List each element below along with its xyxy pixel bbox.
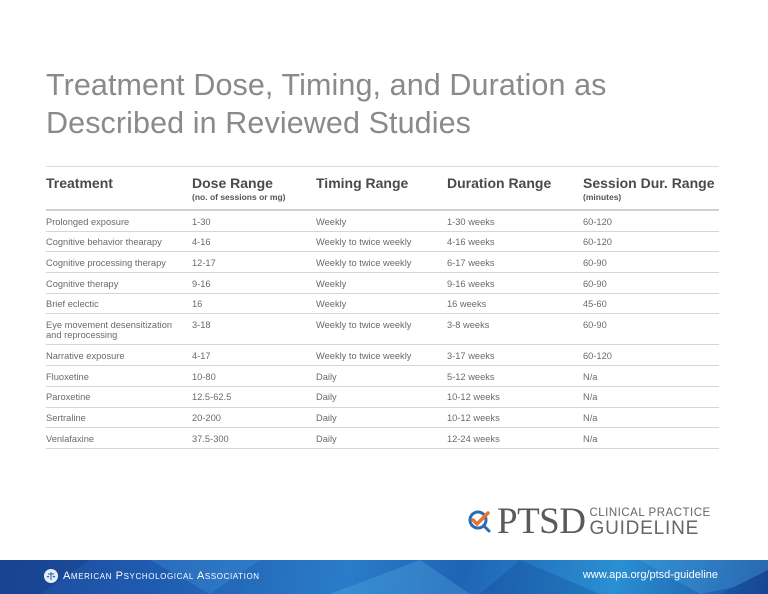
- cell-treatment: Cognitive processing therapy: [46, 257, 166, 268]
- cell-duration: 9-16 weeks: [447, 278, 495, 289]
- table-row: Narrative exposure 4-17 Weekly to twice …: [46, 345, 719, 367]
- cell-treatment: Venlafaxine: [46, 433, 95, 444]
- cell-duration: 3-8 weeks: [447, 319, 490, 330]
- cell-timing: Daily: [316, 392, 337, 403]
- table-row: Paroxetine 12.5-62.5 Daily 10-12 weeks N…: [46, 387, 719, 408]
- page-title: Treatment Dose, Timing, and Duration as …: [46, 66, 686, 142]
- cell-dose: 4-17: [192, 350, 211, 361]
- cell-treatment: Brief eclectic: [46, 299, 99, 310]
- cell-timing: Weekly to twice weekly: [316, 237, 412, 248]
- cell-dose: 37.5-300: [192, 433, 229, 444]
- cell-duration: 16 weeks: [447, 299, 487, 310]
- header-treatment: Treatment: [46, 175, 113, 191]
- cell-treatment: Paroxetine: [46, 392, 91, 403]
- table-row: Sertraline 20-200 Daily 10-12 weeks N/a: [46, 408, 719, 429]
- cell-treatment: Narrative exposure: [46, 350, 125, 361]
- cell-treatment: Cognitive behavior thearapy: [46, 237, 162, 248]
- cell-timing: Weekly: [316, 216, 347, 227]
- table-row: Cognitive processing therapy 12-17 Weekl…: [46, 252, 719, 274]
- cell-duration: 10-12 weeks: [447, 413, 500, 423]
- table-row: Prolonged exposure 1-30 Weekly 1-30 week…: [46, 211, 719, 232]
- header-timing-range: Timing Range: [316, 175, 409, 191]
- cell-dose: 10-80: [192, 371, 216, 382]
- cell-session: 60-90: [583, 257, 607, 268]
- header-session-duration-range: Session Dur. Range (minutes): [583, 175, 715, 202]
- cell-duration: 1-30 weeks: [447, 216, 495, 227]
- table-row: Venlafaxine 37.5-300 Daily 12-24 weeks N…: [46, 428, 719, 449]
- cell-session: N/a: [583, 433, 598, 444]
- table-header-row: Treatment Dose Range (no. of sessions or…: [46, 166, 719, 211]
- guideline-url-link[interactable]: www.apa.org/ptsd-guideline: [582, 569, 718, 581]
- cell-treatment: Eye movement desensitization and reproce…: [46, 319, 173, 341]
- decorative-facets: [0, 560, 768, 594]
- cell-dose: 20-200: [192, 413, 221, 423]
- cell-dose: 3-18: [192, 319, 211, 330]
- cell-session: 60-120: [583, 216, 612, 227]
- cell-session: 60-120: [583, 350, 612, 361]
- cell-timing: Weekly to twice weekly: [316, 257, 412, 268]
- table-row: Cognitive therapy 9-16 Weekly 9-16 weeks…: [46, 273, 719, 294]
- table-row: Eye movement desensitization and reproce…: [46, 314, 719, 346]
- apa-seal-icon: [44, 569, 58, 583]
- cell-duration: 12-24 weeks: [447, 433, 500, 444]
- footer-band: American Psychological Association www.a…: [0, 560, 768, 594]
- cell-treatment: Prolonged exposure: [46, 216, 130, 227]
- cell-timing: Weekly: [316, 299, 347, 310]
- cell-treatment: Cognitive therapy: [46, 278, 119, 289]
- cell-dose: 9-16: [192, 278, 211, 289]
- header-duration-range: Duration Range: [447, 175, 552, 191]
- cell-timing: Weekly to twice weekly: [316, 319, 412, 330]
- title-line-2: Described in Reviewed Studies: [46, 106, 472, 140]
- cell-dose: 16: [192, 299, 203, 310]
- cell-session: N/a: [583, 413, 598, 423]
- cell-timing: Daily: [316, 413, 337, 423]
- cell-dose: 12-17: [192, 257, 216, 268]
- table-row: Fluoxetine 10-80 Daily 5-12 weeks N/a: [46, 366, 719, 387]
- table-row: Cognitive behavior thearapy 4-16 Weekly …: [46, 232, 719, 253]
- logo-clinical-practice-text: CLINICAL PRACTICE: [589, 506, 711, 519]
- cell-treatment: Sertraline: [46, 413, 86, 423]
- cell-timing: Daily: [316, 371, 337, 382]
- cell-session: N/a: [583, 392, 598, 403]
- title-line-1: Treatment Dose, Timing, and Duration as: [46, 68, 607, 102]
- cell-treatment: Fluoxetine: [46, 371, 89, 382]
- apa-name: American Psychological Association: [63, 570, 260, 582]
- header-dose-range: Dose Range (no. of sessions or mg): [192, 175, 286, 202]
- cell-timing: Daily: [316, 433, 337, 444]
- logo-ptsd-text: PTSD: [497, 501, 586, 542]
- ptsd-guideline-logo: PTSD CLINICAL PRACTICE GUIDELINE: [467, 501, 711, 542]
- cell-session: 60-120: [583, 237, 612, 248]
- cell-timing: Weekly: [316, 278, 347, 289]
- cell-session: 45-60: [583, 299, 607, 310]
- cell-duration: 6-17 weeks: [447, 257, 495, 268]
- cell-dose: 12.5-62.5: [192, 392, 232, 403]
- apa-branding: American Psychological Association: [44, 569, 260, 583]
- logo-guideline-text: GUIDELINE: [589, 517, 700, 539]
- cell-dose: 1-30: [192, 216, 211, 227]
- magnifier-check-icon: [468, 510, 491, 533]
- cell-session: 60-90: [583, 278, 607, 289]
- table-row: Brief eclectic 16 Weekly 16 weeks 45-60: [46, 294, 719, 315]
- cell-session: N/a: [583, 371, 598, 382]
- cell-duration: 10-12 weeks: [447, 392, 500, 403]
- cell-session: 60-90: [583, 319, 607, 330]
- cell-duration: 3-17 weeks: [447, 350, 495, 361]
- cell-dose: 4-16: [192, 237, 211, 248]
- cell-timing: Weekly to twice weekly: [316, 350, 412, 361]
- treatment-table: Treatment Dose Range (no. of sessions or…: [46, 166, 719, 449]
- cell-duration: 4-16 weeks: [447, 237, 495, 248]
- cell-duration: 5-12 weeks: [447, 371, 495, 382]
